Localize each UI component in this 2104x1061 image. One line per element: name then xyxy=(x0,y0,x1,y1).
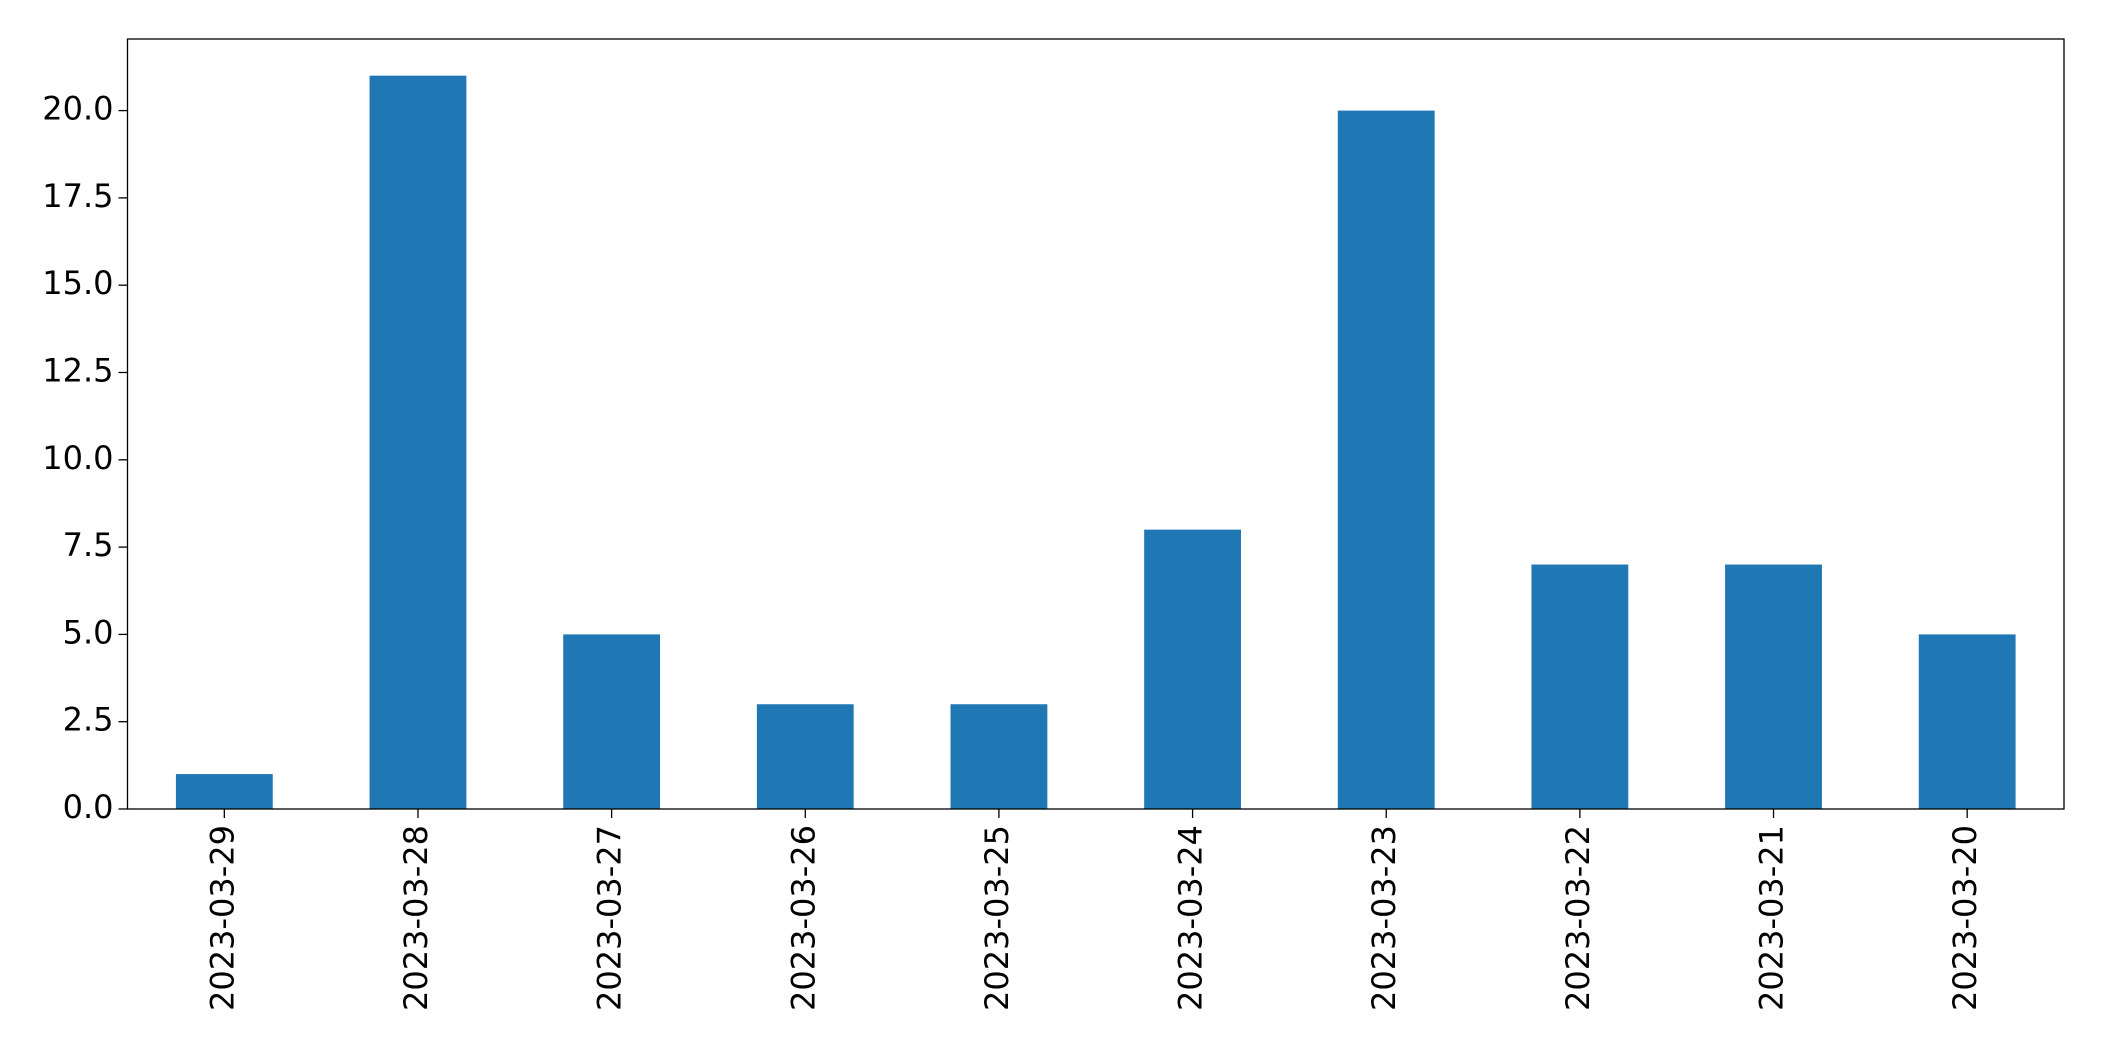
x-tick-label: 2023-03-26 xyxy=(784,825,822,1011)
y-tick-label: 5.0 xyxy=(63,613,114,651)
x-tick-label: 2023-03-25 xyxy=(978,825,1016,1011)
x-tick-label: 2023-03-23 xyxy=(1365,825,1403,1011)
y-tick-label: 7.5 xyxy=(63,526,114,564)
bar xyxy=(1918,634,2016,809)
y-tick-label: 10.0 xyxy=(42,439,113,477)
bar xyxy=(1337,110,1435,810)
x-tick-label: 2023-03-24 xyxy=(1172,825,1210,1011)
x-tick-label: 2023-03-29 xyxy=(203,825,241,1011)
y-tick-label: 17.5 xyxy=(42,177,113,215)
bar xyxy=(756,704,854,809)
y-tick-label: 15.0 xyxy=(42,264,113,302)
bar xyxy=(950,704,1048,809)
bar xyxy=(369,75,467,809)
x-tick-label: 2023-03-28 xyxy=(397,825,435,1011)
y-tick-label: 20.0 xyxy=(42,90,113,128)
x-tick-label: 2023-03-22 xyxy=(1559,825,1597,1011)
y-tick-label: 12.5 xyxy=(42,351,113,389)
x-tick-label: 2023-03-27 xyxy=(591,825,629,1011)
y-tick-label: 2.5 xyxy=(63,701,114,739)
plot-frame xyxy=(126,38,2065,810)
bar xyxy=(175,774,273,809)
bar xyxy=(1144,529,1241,809)
bar xyxy=(1725,564,1822,809)
x-tick-label: 2023-03-21 xyxy=(1753,825,1791,1011)
bar xyxy=(563,634,661,809)
bar xyxy=(1531,564,1629,809)
x-tick-label: 2023-03-20 xyxy=(1946,825,1984,1011)
y-tick-label: 0.0 xyxy=(63,788,114,826)
